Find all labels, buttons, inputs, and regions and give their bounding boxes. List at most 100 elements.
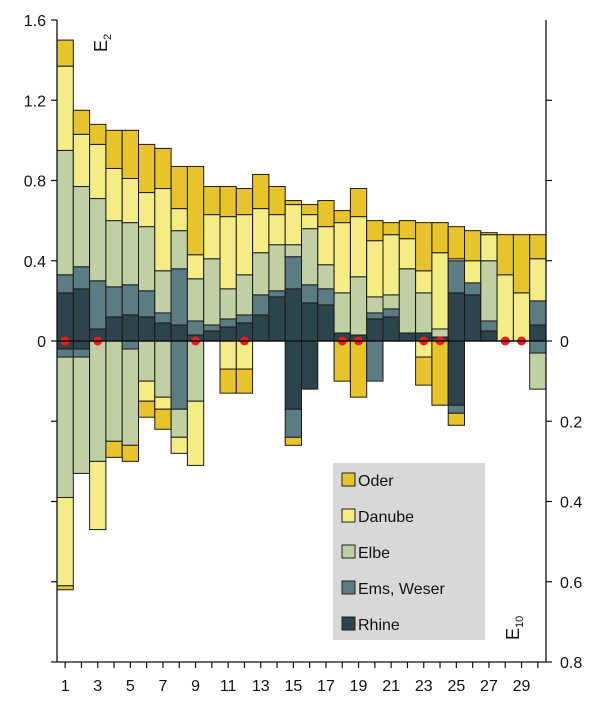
tick-labels-layer: 00.40.81.21.600.20.40.60.81 3 5 7 9 11 13 15 17 1… <box>24 13 583 695</box>
bar-upper-oder <box>170 165 188 210</box>
bar-upper-oder <box>252 173 270 210</box>
bar-upper-ems-weser <box>480 320 498 332</box>
bar-lower-rhine <box>301 340 319 390</box>
x-tick-label: 25 <box>447 678 465 695</box>
bar-upper-rhine <box>219 326 237 342</box>
bar-lower-danube <box>89 460 107 531</box>
bar-upper-danube <box>154 188 172 272</box>
x-tick-label: 29 <box>513 678 531 695</box>
bar-upper-danube <box>382 234 400 296</box>
y-tick-label-left: 0.8 <box>24 174 46 191</box>
bar-lower-ems-weser <box>447 404 466 414</box>
bar-upper-elbe <box>415 292 433 334</box>
bar-upper-elbe <box>252 252 270 296</box>
bar-upper-oder <box>349 188 368 218</box>
axes-layer <box>51 19 552 668</box>
bar-upper-oder <box>72 109 91 135</box>
bar-upper-rhine <box>252 314 270 342</box>
legend-label-ems-weser: Ems, Weser <box>358 581 446 598</box>
bar-lower-rhine <box>284 340 303 410</box>
bar-upper-danube <box>496 274 514 342</box>
bar-upper-danube <box>203 214 221 260</box>
bar-upper-ems-weser <box>529 300 547 326</box>
bar-upper-danube <box>398 238 417 270</box>
x-tick-label: 19 <box>350 678 368 695</box>
x-tick-label: 3 <box>93 678 102 695</box>
bar-upper-danube <box>349 216 368 278</box>
bar-upper-elbe <box>235 274 254 316</box>
bar-upper-ems-weser <box>203 324 221 332</box>
bar-lower-oder <box>105 440 123 458</box>
bar-upper-rhine <box>203 330 221 342</box>
bar-upper-elbe <box>89 198 107 282</box>
bar-lower-oder <box>415 356 433 386</box>
bar-upper-ems-weser <box>464 282 482 296</box>
bar-upper-rhine <box>382 316 400 342</box>
x-tick-label: 17 <box>317 678 335 695</box>
y-tick-label-right: 0 <box>560 334 569 351</box>
legend-swatch-ems-weser <box>341 580 356 595</box>
bar-upper-oder <box>480 232 498 236</box>
bar-upper-elbe <box>382 294 400 310</box>
lower-axis-label-main: E <box>503 628 523 640</box>
bar-upper-oder <box>284 200 303 206</box>
bar-upper-elbe <box>56 149 74 276</box>
bar-upper-oder <box>447 226 466 260</box>
bar-upper-oder <box>121 129 139 179</box>
bar-lower-ems-weser <box>366 340 384 382</box>
bar-lower-ems-weser <box>529 340 547 354</box>
bar-upper-elbe <box>317 264 335 290</box>
bar-upper-danube <box>235 214 254 276</box>
bar-upper-danube <box>219 216 237 290</box>
bar-lower-ems-weser <box>72 348 91 358</box>
bar-upper-oder <box>333 210 351 224</box>
bar-upper-rhine <box>56 292 74 342</box>
bar-lower-elbe <box>72 356 91 474</box>
y-tick-label-right: 0.2 <box>560 414 582 431</box>
bar-upper-ems-weser <box>219 318 237 328</box>
lower-axis-label: E10 <box>503 616 526 640</box>
bar-upper-oder <box>89 123 107 145</box>
bar-upper-oder <box>529 234 547 260</box>
bar-upper-oder <box>154 147 172 190</box>
bar-upper-oder <box>512 234 531 294</box>
bar-upper-oder <box>56 39 74 67</box>
bar-upper-oder <box>235 188 254 216</box>
bar-lower-oder <box>333 340 351 382</box>
upper-axis-label-sub: 2 <box>102 34 114 40</box>
y-tick-label-left: 1.6 <box>24 13 46 30</box>
legend-label-elbe: Elbe <box>358 545 390 562</box>
bar-upper-oder <box>496 234 514 276</box>
bar-upper-oder <box>317 200 335 228</box>
bar-upper-ems-weser <box>89 280 107 330</box>
bar-upper-danube <box>268 214 286 246</box>
bar-lower-elbe <box>121 348 139 446</box>
bar-upper-elbe <box>333 292 351 334</box>
y-tick-label-left: 1.2 <box>24 93 46 110</box>
bar-upper-elbe <box>186 278 205 322</box>
bar-upper-oder <box>464 230 482 262</box>
bar-lower-danube <box>170 436 188 454</box>
bar-upper-rhine <box>398 332 417 342</box>
bars-layer <box>56 39 547 591</box>
bar-lower-elbe <box>56 356 74 498</box>
bar-lower-oder <box>138 400 156 418</box>
bar-upper-oder <box>415 222 433 272</box>
bar-lower-oder <box>219 368 237 394</box>
bar-upper-danube <box>317 226 335 266</box>
bar-lower-danube <box>186 400 205 466</box>
bar-lower-oder <box>56 585 74 591</box>
bar-upper-elbe <box>105 220 123 288</box>
bar-upper-elbe <box>219 288 237 320</box>
legend-item-elbe: Elbe <box>341 544 390 562</box>
bar-lower-ems-weser <box>121 340 139 350</box>
x-tick-label: 23 <box>415 678 433 695</box>
bar-upper-ems-weser <box>301 284 319 304</box>
bar-lower-elbe <box>154 340 172 398</box>
x-tick-label: 7 <box>158 678 167 695</box>
bar-upper-danube <box>105 167 123 222</box>
upper-axis-label-main: E <box>91 40 111 52</box>
bar-upper-elbe <box>366 296 384 314</box>
bar-upper-danube <box>431 252 449 330</box>
bar-upper-danube <box>138 192 156 228</box>
